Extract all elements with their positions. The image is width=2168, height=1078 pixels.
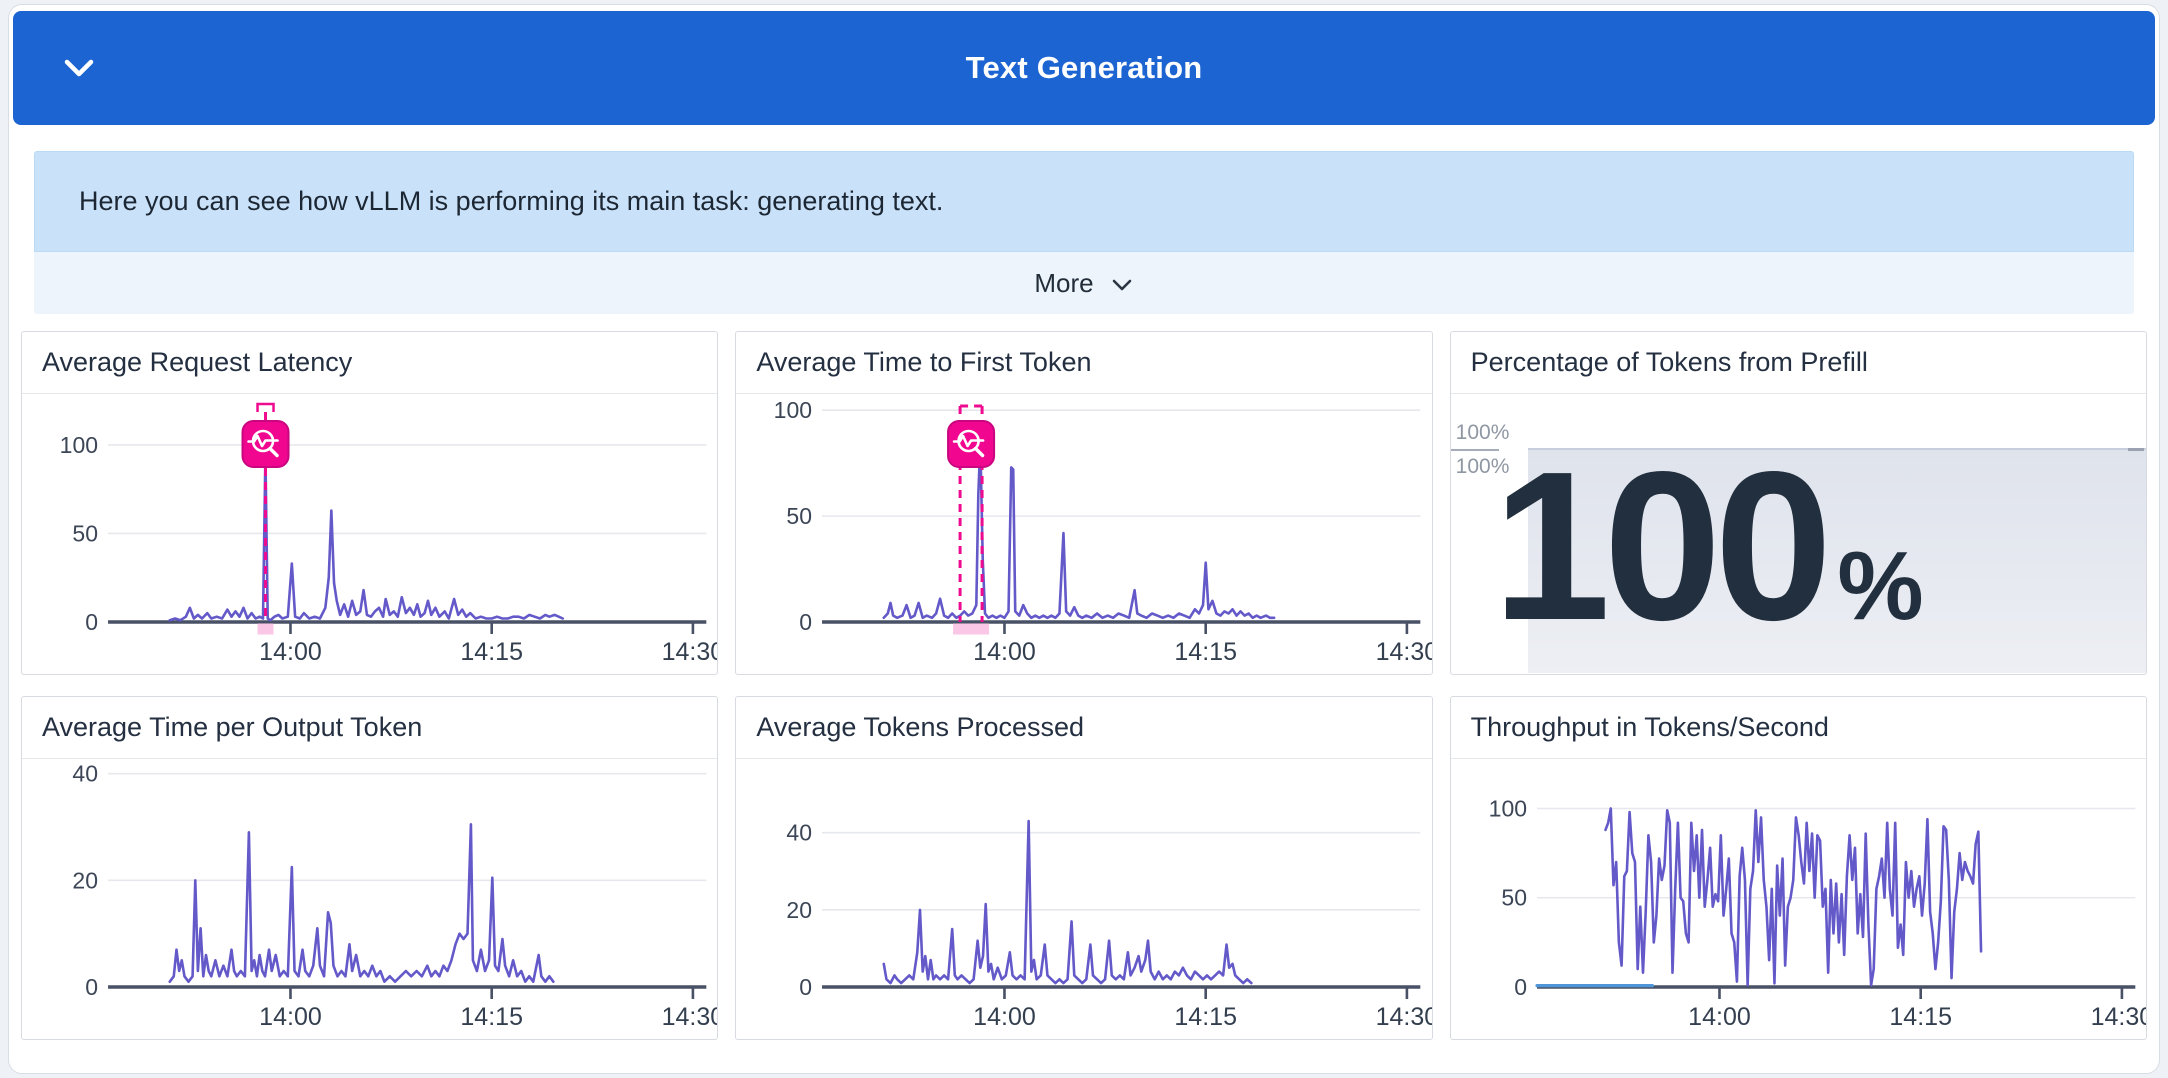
panel-title: Average Time to First Token <box>736 332 1432 394</box>
series-tpot <box>168 823 555 983</box>
x-tick-label: 14:15 <box>1175 1003 1238 1031</box>
series-latency <box>168 452 565 622</box>
panel-grid: Average Request Latency 0 50 100 14:00 14:15 1… <box>21 331 2147 1040</box>
y-tick-label: 40 <box>787 820 813 846</box>
x-tick-label: 14:15 <box>460 1003 523 1031</box>
series-ttft <box>882 440 1276 620</box>
chart-avg-tokens-processed[interactable]: 0 20 40 14:00 14:15 14:30 <box>736 759 1432 1038</box>
stat-axis-line <box>1450 449 1499 451</box>
chart-avg-tpot[interactable]: 0 20 40 14:00 14:15 14:30 <box>22 759 717 1038</box>
x-tick-label: 14:15 <box>1175 638 1238 666</box>
y-tick-label: 0 <box>85 974 98 1000</box>
chart-region: 0 50 100 14:00 14:15 14:30 <box>1451 759 2146 1038</box>
info-banner: Here you can see how vLLM is performing … <box>34 151 2134 252</box>
x-tick-label: 14:00 <box>1688 1003 1751 1031</box>
info-banner-text: Here you can see how vLLM is performing … <box>79 186 944 216</box>
y-tick-label: 50 <box>1501 885 1527 911</box>
panel-avg-ttft: Average Time to First Token 0 50 100 14:00 14… <box>735 331 1433 675</box>
y-tick-label: 0 <box>800 974 813 1000</box>
dashboard-app: Text Generation Here you can see how vLL… <box>8 4 2160 1074</box>
panel-avg-tpot: Average Time per Output Token 0 20 40 14:00 1… <box>21 696 719 1040</box>
x-tick-label: 14:30 <box>1376 638 1432 666</box>
panel-prefill-pct: Percentage of Tokens from Prefill 100% 100… <box>1449 331 2147 675</box>
chart-region: 0 50 100 14:00 14:15 14:30 <box>736 394 1432 673</box>
panel-avg-tokens-processed: Average Tokens Processed 0 20 40 14:00 14:15 1… <box>735 696 1433 1040</box>
stat-axis-label: 100% <box>1455 455 1510 478</box>
chart-region: 0 20 40 14:00 14:15 14:30 <box>736 759 1432 1038</box>
y-tick-label: 0 <box>1514 974 1527 1000</box>
y-tick-label: 0 <box>800 609 813 635</box>
y-tick-label: 20 <box>72 867 98 893</box>
stat-unit: % <box>1837 531 1924 640</box>
chart-throughput[interactable]: 0 50 100 14:00 14:15 14:30 <box>1451 759 2146 1038</box>
x-tick-label: 14:15 <box>1889 1003 1952 1031</box>
x-tick-label: 14:30 <box>662 638 718 666</box>
zoom-pulse-icon <box>247 429 279 458</box>
panel-avg-request-latency: Average Request Latency 0 50 100 14:00 14:15 1… <box>21 331 719 675</box>
y-tick-label: 0 <box>85 609 98 635</box>
chevron-down-icon[interactable] <box>59 50 99 86</box>
panel-title: Average Tokens Processed <box>736 697 1432 759</box>
more-label: More <box>1034 267 1094 298</box>
x-tick-label: 14:30 <box>1376 1003 1432 1031</box>
y-tick-label: 50 <box>72 520 98 546</box>
chart-avg-ttft[interactable]: 0 50 100 14:00 14:15 14:30 <box>736 394 1432 673</box>
section-title: Text Generation <box>965 50 1203 85</box>
x-tick-label: 14:30 <box>2090 1003 2146 1031</box>
stat-axis: 100% 100% <box>1450 420 1531 480</box>
y-tick-label: 100 <box>60 432 98 458</box>
chart-avg-request-latency[interactable]: 0 50 100 14:00 14:15 14:30 <box>22 394 717 673</box>
stat-sparkline-area <box>1527 448 2146 673</box>
y-tick-label: 100 <box>1488 795 1526 821</box>
stat-value: 100% <box>1493 440 1924 652</box>
y-tick-label: 50 <box>787 503 813 529</box>
series-throughput <box>1603 807 1983 987</box>
x-tick-label: 14:15 <box>460 638 523 666</box>
stat-axis-label: 100% <box>1455 421 1510 444</box>
chevron-down-icon <box>1112 279 1131 291</box>
y-tick-label: 20 <box>787 897 813 923</box>
chart-region: 0 50 100 14:00 14:15 14:30 <box>22 394 717 673</box>
panel-title: Percentage of Tokens from Prefill <box>1450 332 2146 394</box>
x-tick-label: 14:00 <box>974 1003 1037 1031</box>
x-tick-label: 14:00 <box>259 1003 322 1031</box>
panel-title: Average Time per Output Token <box>22 697 718 759</box>
section-header[interactable]: Text Generation <box>13 11 2155 125</box>
stat-number: 100 <box>1492 427 1833 664</box>
annotation-badge[interactable] <box>947 420 996 468</box>
y-tick-label: 40 <box>72 761 98 787</box>
x-tick-label: 14:00 <box>974 638 1037 666</box>
more-expander[interactable]: More <box>34 252 2134 314</box>
x-tick-label: 14:30 <box>662 1003 718 1031</box>
y-tick-label: 100 <box>774 397 812 423</box>
annotation-badge[interactable] <box>241 420 290 468</box>
chart-region: 0 20 40 14:00 14:15 14:30 <box>22 759 717 1038</box>
panel-title: Average Request Latency <box>22 332 718 394</box>
panel-title: Throughput in Tokens/Second <box>1450 697 2146 759</box>
chart-region: 100% 100% 100% <box>1450 394 2146 673</box>
series-tokens <box>882 819 1253 985</box>
x-tick-label: 14:00 <box>259 638 322 666</box>
zoom-pulse-icon <box>953 429 985 458</box>
panel-throughput: Throughput in Tokens/Second 0 50 100 14:00 14… <box>1449 696 2147 1040</box>
